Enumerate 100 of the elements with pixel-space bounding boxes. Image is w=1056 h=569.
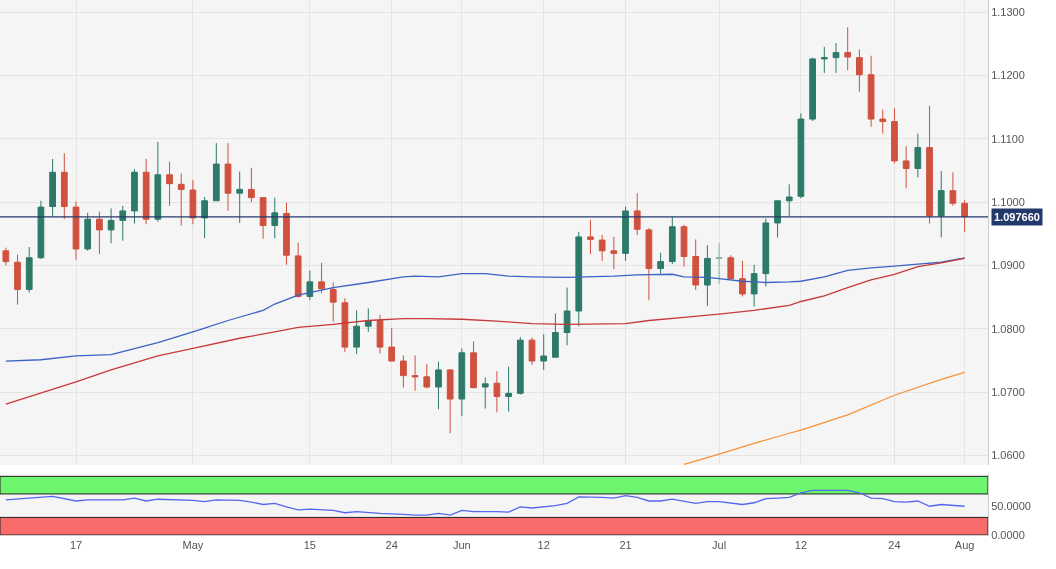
candlestick (224, 142, 232, 212)
candlestick (891, 107, 898, 164)
candlestick (610, 236, 618, 270)
x-tick-label: May (182, 539, 204, 552)
candlestick (189, 179, 197, 225)
candlestick (49, 158, 56, 217)
candlestick (879, 109, 887, 135)
candlestick (329, 282, 337, 323)
candlestick (552, 313, 559, 358)
candlestick (937, 170, 945, 239)
candlestick (142, 158, 150, 225)
candlestick (318, 262, 325, 294)
candlestick (692, 238, 700, 291)
y-tick-label: 1.1300 (991, 5, 1025, 18)
candlestick (844, 26, 852, 71)
candlestick (914, 133, 922, 178)
candlestick (516, 336, 524, 396)
candlestick (177, 173, 185, 226)
candlestick (60, 152, 68, 220)
candlestick (212, 142, 220, 202)
line-series (5, 257, 966, 405)
candlestick (540, 333, 548, 371)
candlestick (528, 337, 536, 366)
candlestick (435, 361, 442, 410)
candlestick (645, 227, 653, 301)
candlestick (832, 42, 840, 74)
y-tick-label: 1.0600 (991, 449, 1025, 462)
candlestick (739, 260, 746, 297)
candlestick (2, 247, 10, 266)
candlestick (762, 218, 770, 287)
y-tick-label: 1.1100 (991, 132, 1025, 145)
candlestick (236, 171, 244, 224)
candlestick (727, 254, 735, 280)
candlestick (715, 242, 723, 285)
candlestick (797, 112, 805, 199)
y-tick-label: 1.0700 (991, 385, 1025, 398)
candlestick (37, 200, 45, 260)
candlestick (376, 314, 384, 354)
candlestick (306, 269, 314, 301)
candlestick (458, 347, 466, 417)
candlestick (470, 340, 477, 389)
candlestick (481, 377, 489, 410)
candlestick (25, 246, 33, 294)
candlestick (505, 366, 512, 413)
candlestick (96, 211, 103, 255)
candlestick (774, 200, 781, 239)
candlestick (926, 105, 933, 225)
line-series (5, 257, 966, 362)
candlestick (809, 57, 816, 122)
candlestick (856, 48, 863, 93)
candlestick (72, 200, 80, 261)
y-tick-label: 1.0900 (991, 259, 1025, 272)
candlestick (400, 354, 407, 389)
y-tick-label: 50.0000 (991, 499, 1031, 512)
candlestick (575, 231, 583, 327)
y-tick-label: 1.0800 (991, 322, 1025, 335)
candlestick (785, 183, 793, 218)
y-tick-label: 1.1000 (991, 195, 1025, 208)
candlestick (259, 197, 267, 240)
candlestick (154, 141, 162, 223)
candlestick (388, 327, 396, 362)
candlestick (680, 224, 688, 268)
candlestick (248, 167, 255, 203)
candlestick (493, 370, 501, 413)
candlestick (201, 196, 208, 239)
candlestick (166, 161, 173, 207)
candlestick (283, 202, 290, 266)
x-tick-label: 12 (794, 539, 808, 552)
candlestick (446, 368, 454, 434)
candlestick (750, 264, 758, 308)
candlestick (294, 242, 302, 299)
line-series (5, 489, 966, 516)
candlestick (353, 309, 360, 355)
candlestick (657, 252, 664, 275)
y-tick-label: 0.0000 (991, 528, 1025, 541)
candlestick (107, 207, 115, 244)
line-series (683, 371, 966, 465)
candlestick (131, 168, 138, 225)
candlestick (423, 363, 431, 389)
candlestick (341, 297, 349, 353)
candlestick (704, 244, 711, 307)
x-tick-label: Jul (712, 539, 727, 552)
x-tick-label: Aug (954, 539, 975, 552)
x-tick-label: 17 (69, 539, 83, 552)
x-tick-label: 24 (385, 539, 398, 552)
candlestick (622, 205, 629, 262)
candlestick (949, 171, 957, 207)
candlestick (668, 216, 676, 265)
candlestick (411, 354, 419, 392)
ref-line-label: 1.097660 (994, 211, 1040, 223)
candlestick (867, 55, 875, 128)
candlestick (14, 254, 21, 306)
candlestick (961, 199, 968, 233)
candlestick (820, 46, 828, 74)
x-tick-label: 12 (537, 539, 550, 552)
x-tick-label: Jun (452, 539, 471, 552)
x-tick-label: 15 (303, 539, 316, 552)
candlestick (587, 219, 594, 255)
candlestick (84, 212, 92, 252)
candlestick (598, 234, 606, 262)
